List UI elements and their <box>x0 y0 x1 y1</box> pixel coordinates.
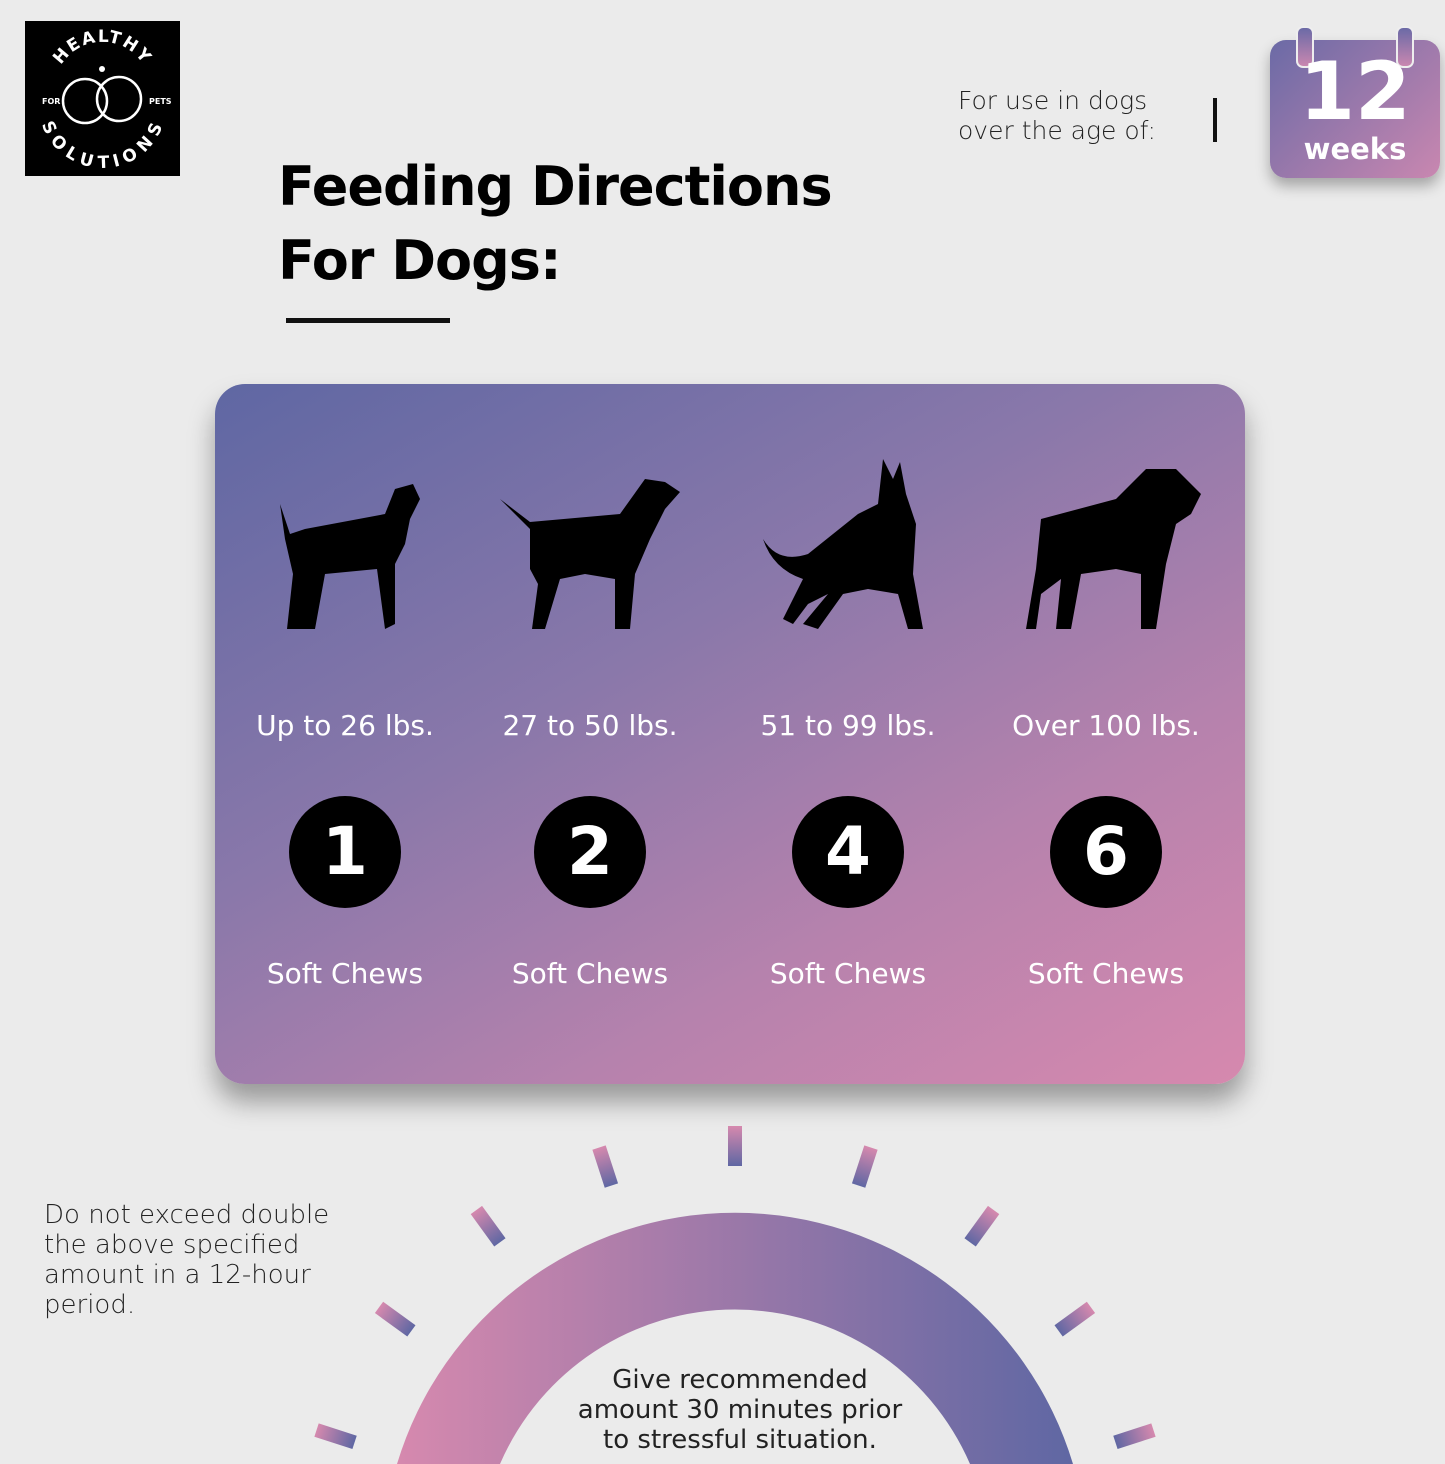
arc-tick <box>1054 1301 1096 1337</box>
arc-tick <box>374 1301 416 1337</box>
arc-tick <box>728 1126 742 1166</box>
dosage-warning: Do not exceed double the above specified… <box>44 1200 329 1320</box>
title-underline <box>286 318 450 323</box>
arc-tick <box>1113 1423 1156 1450</box>
mastiff-silhouette-icon <box>1026 469 1201 629</box>
weight-range: 51 to 99 lbs. <box>760 709 936 742</box>
chew-unit: Soft Chews <box>769 957 927 990</box>
warning-line: period. <box>44 1290 136 1320</box>
pitbull-silhouette-icon <box>500 479 680 629</box>
age-label: For use in dogs over the age of: <box>958 86 1156 146</box>
chew-unit: Soft Chews <box>266 957 424 990</box>
arc-tick <box>592 1145 619 1188</box>
svg-text:PETS: PETS <box>149 97 172 106</box>
arc-ring <box>397 1212 1073 1464</box>
warning-line: amount in a 12-hour <box>44 1260 311 1290</box>
dosage-card: Up to 26 lbs. 1 Soft Chews 27 to 50 lbs.… <box>215 384 1245 1084</box>
calendar-ring <box>1296 26 1314 68</box>
note-line: Give recommended <box>612 1365 868 1395</box>
calendar-icon: 12 weeks <box>1270 26 1440 178</box>
weight-range: Over 100 lbs. <box>1012 709 1200 742</box>
weight-range: 27 to 50 lbs. <box>502 709 678 742</box>
arc-tick <box>964 1205 1000 1247</box>
svg-text:FOR: FOR <box>42 97 60 106</box>
chew-count-badge: 4 <box>792 796 904 908</box>
note-line: amount 30 minutes prior <box>577 1395 903 1425</box>
age-label-line-2: over the age of: <box>958 116 1156 145</box>
age-unit: weeks <box>1303 132 1407 166</box>
divider <box>1213 98 1217 142</box>
arc-tick <box>314 1423 357 1450</box>
title-line-1: Feeding Directions <box>278 155 833 218</box>
age-value: 12 <box>1299 45 1411 138</box>
chew-unit: Soft Chews <box>511 957 669 990</box>
calendar-ring <box>1396 26 1414 68</box>
chew-count-badge: 6 <box>1050 796 1162 908</box>
terrier-silhouette-icon <box>280 484 420 629</box>
chew-count-badge: 1 <box>289 796 401 908</box>
shepherd-silhouette-icon <box>763 459 923 629</box>
arc-tick <box>470 1205 506 1247</box>
timing-note: Give recommended amount 30 minutes prior… <box>540 1365 940 1455</box>
brand-logo: HEALTHY SOLUTIONS FOR PETS <box>25 21 180 176</box>
age-label-line-1: For use in dogs <box>958 86 1148 115</box>
title-line-2: For Dogs: <box>278 229 562 292</box>
chew-count-badge: 2 <box>534 796 646 908</box>
warning-line: Do not exceed double <box>44 1200 330 1230</box>
note-line: to stressful situation. <box>603 1425 877 1455</box>
warning-line: the above specified <box>44 1230 300 1260</box>
arc-tick <box>851 1145 878 1188</box>
page-title: Feeding Directions For Dogs: <box>278 150 833 298</box>
weight-range: Up to 26 lbs. <box>256 709 434 742</box>
chew-unit: Soft Chews <box>1027 957 1185 990</box>
